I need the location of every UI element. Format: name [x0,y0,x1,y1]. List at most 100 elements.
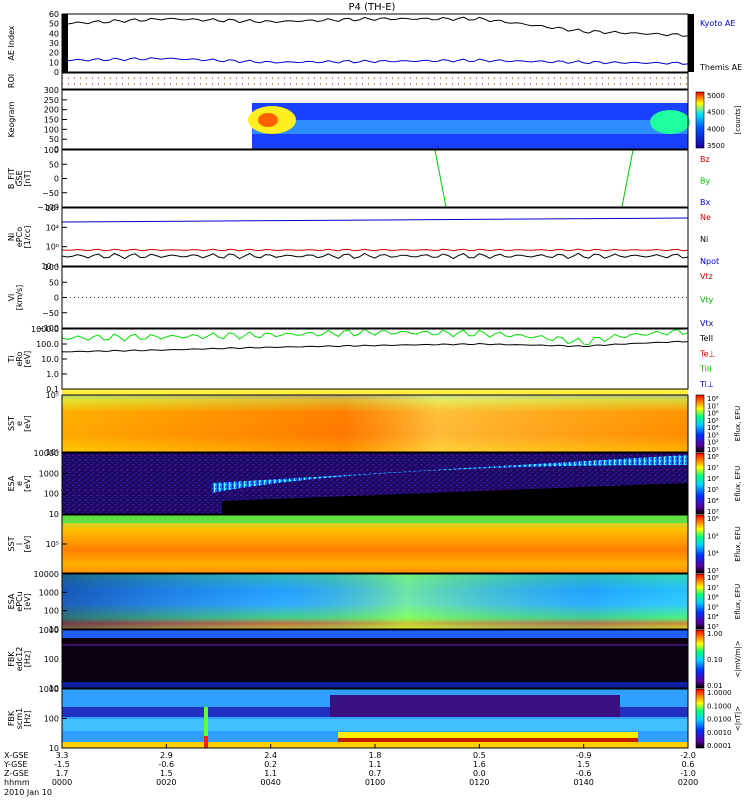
keogram-colorbar-tick: 4500 [707,109,725,117]
x-row-value: 0100 [365,778,385,787]
velocity-panel-tick-label: 0 [54,294,59,303]
esa-i-colorbar-tick: 10⁶ [707,594,719,602]
fbk-edc12-band [62,644,688,646]
fbk-edc12-colorbar [695,629,705,689]
fbk-edc12-bottom [62,682,688,688]
ne-red-line [61,248,689,252]
fbk-edc12-spectrogram-tick-label: 100 [44,655,59,664]
fbk-scm1-colorbar-tick: 0.0001 [707,742,732,750]
fbk-scm1-colorbar-tick: 1.0000 [707,689,732,697]
x-row-value: 1.6 [473,760,486,769]
density-panel-legend: Npot [700,257,719,266]
temperature-panel-tick-label: 1000.0 [31,325,59,334]
fbk-scm1-colorbar-tick: 0.0100 [707,716,732,724]
temperature-panel-legend: Te⊥ [699,349,715,358]
x-row-label: Y-GSE [3,760,27,769]
keogram-panel-tick-label: 100 [44,125,59,134]
ae-index-panel-legend: Kyoto AE [700,19,735,28]
x-row-value: -0.6 [576,769,592,778]
fbk-scm1-yellow [338,732,638,738]
esa-ion-spectrogram-tick-label: 100 [44,607,59,616]
ae-index-panel [61,13,689,73]
esa-ion-spectrogram-tick-label: 10000 [34,570,59,579]
temperature-panel-ylabel: eRo [15,351,24,366]
temperature-panel-ylabel: [eV] [23,351,32,368]
b-fit-panel-tick-label: −50 [42,189,59,198]
esa-e-colorbar [695,452,705,515]
velocity-panel-legend: Vty [700,296,714,305]
esa-i-colorbar-tick: 10⁴ [707,613,719,621]
x-row-value: 0.0 [473,769,486,778]
sst-electron-spectrogram-ylabel: [eV] [23,415,32,432]
temperature-panel-legend: Ti⊥ [699,380,714,389]
keogram-panel-tick-label: 50 [49,135,59,144]
x-row-label: Z-GSE [4,769,29,778]
ti-green-line [61,328,689,346]
fbk-scm1-spectrogram-tick-label: 100 [44,715,59,724]
b-fit-panel [61,149,689,208]
fbk-edc12-image [62,630,688,688]
sst-e-colorbar [695,394,705,453]
x-row-value: 2.4 [264,751,277,760]
fbk-edc12-colorbar-unit: <|mV/m|> [734,640,742,677]
fbk-edc12-spectrogram-ylabel: edc12 [15,647,24,672]
sst-e-colorbar-tick: 10³ [707,431,719,439]
fbk-scm1-spectrogram-ylabel: scm1 [15,708,24,729]
x-row-value: 0.2 [264,760,277,769]
b-fit-panel-tick-label: 100 [44,146,59,155]
sst-e-colorbar-tick: 10⁴ [707,424,719,432]
sst-ion-spectrogram-ylabel: [eV] [23,536,32,553]
ae-index-panel-tick-label: 30 [49,39,59,48]
esa-e-colorbar-tick: 10³ [707,508,719,516]
ae-index-panel-tick-label: 40 [49,29,59,38]
esa-electron-spectrogram-ylabel: [eV] [23,475,32,492]
temperature-panel-tick-label: 1.0 [46,370,59,379]
fbk-scm1-spike [204,707,208,748]
fbk-scm1-colorbar-tick: 0.1000 [707,702,732,710]
density-panel-tick-label: 10⁴ [46,204,59,213]
esa-i-colorbar-unit: Eflux, EFU [734,584,742,619]
velocity-panel-tick-label: 50 [49,278,59,287]
sst-ion-spectrogram-tick-label: 10⁵ [46,540,59,549]
keogram-panel-tick-label: 150 [44,116,59,125]
keogram-panel-tick-label: 0 [54,145,59,154]
temperature-panel-legend: TeII [699,334,713,343]
b-fit-panel-ylabel: GSE [15,170,24,186]
sst-i-colorbar [695,514,705,574]
kyoto-ae-line [61,16,689,37]
fbk-scm1-spectrogram-ylabel: FBK [7,710,16,726]
sst-i-colorbar-tick: 10⁵ [707,532,719,540]
esa-i-colorbar [695,573,705,630]
density-panel-tick-label: 10⁻¹ [41,262,59,271]
esa-electron-spectrogram-tick-label: 10 [49,510,59,519]
density-panel [61,207,689,267]
sst-electron-spectrogram-tick-label: 10⁵ [46,448,59,457]
keogram-top-edge [252,100,688,103]
fbk-scm1-lower [62,719,688,731]
x-row-value: 1.5 [577,760,590,769]
fbk-scm1-spectrogram-ylabel: [Hz] [23,710,32,726]
b-fit-panel-legend: Bx [700,198,710,207]
ae-index-panel-tick-label: 0 [54,68,59,77]
sst-e-colorbar-tick: 10² [707,439,719,447]
x-row-value: 1.5 [160,769,173,778]
esa-ion-spectrogram-tick-label: 10 [49,625,59,634]
b-fit-panel-ylabel: [nT] [23,170,32,186]
esa-e-colorbar-tick: 10⁶ [707,475,719,483]
esa-e-colorbar-unit: Eflux, EFU [734,466,742,501]
sst-ion-spectrogram-ylabel: SST [7,536,16,551]
x-row-value: 0140 [573,778,593,787]
x-row-value: 0040 [260,778,280,787]
ae-index-panel-tick-label: 10 [49,58,59,67]
te-black-line [61,340,689,353]
keogram-colorbar-tick: 3500 [707,142,725,150]
temperature-panel-ylabel: Ti [7,356,16,364]
x-row-value: -0.9 [576,751,592,760]
sst-i-colorbar-tick: 10⁴ [707,550,719,558]
x-row-label: X-GSE [4,751,29,760]
density-panel-legend: Ni [700,235,708,244]
velocity-panel-ylabel: [km/s] [15,285,24,311]
fbk-edc12-colorbar-tick: 0.01 [707,682,723,690]
esa-e-colorbar-tick: 10⁸ [707,453,719,461]
fbk-edc12-spectrogram-tick-label: 10 [49,684,59,693]
